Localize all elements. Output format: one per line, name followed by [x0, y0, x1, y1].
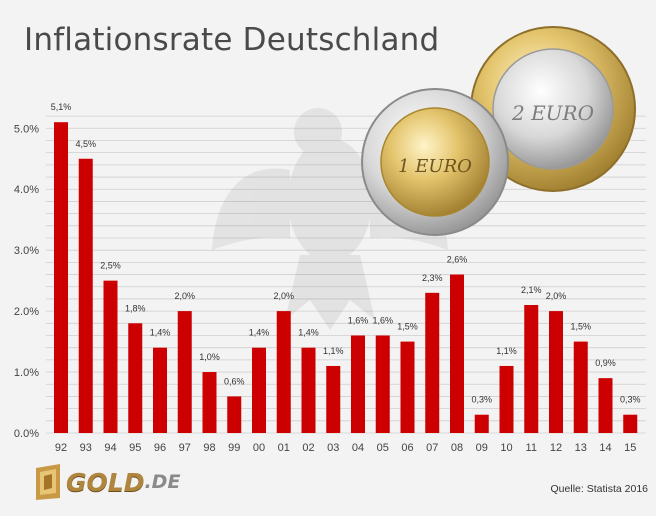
data-label: 2,5%: [100, 261, 121, 271]
data-label: 1,0%: [199, 352, 220, 362]
chart-title: Inflationsrate Deutschland: [24, 22, 440, 58]
one-euro-coin: 1 EURO: [361, 88, 509, 236]
x-tick-label: 93: [80, 442, 92, 454]
data-label: 2,0%: [174, 291, 195, 301]
bar: [375, 335, 390, 433]
data-label: 1,5%: [570, 322, 591, 332]
x-tick-label: 07: [426, 442, 438, 454]
bar: [128, 323, 143, 433]
y-tick-label: 1.0%: [14, 367, 39, 379]
x-tick-label: 14: [599, 442, 611, 454]
bar: [499, 365, 514, 433]
x-tick-label: 92: [55, 442, 67, 454]
bar: [351, 335, 365, 433]
bar: [524, 305, 539, 433]
x-tick-label: 13: [575, 442, 587, 454]
bar: [450, 274, 464, 433]
data-label: 1,1%: [496, 346, 517, 356]
x-tick-label: 09: [476, 442, 488, 454]
x-axis: 92 93 94 95 96 97 98 99 00 01 02 03 04 05 06 07 08 09 10 11…: [55, 442, 637, 454]
x-tick-label: 98: [203, 442, 215, 454]
data-label: 1,6%: [372, 315, 393, 325]
x-tick-label: 03: [327, 442, 339, 454]
data-label: 1,4%: [150, 328, 171, 338]
gold-de-logo[interactable]: GOLD .DE: [30, 462, 180, 502]
y-tick-label: 3.0%: [14, 245, 39, 257]
coin-2-label: 2 EURO: [511, 101, 594, 125]
x-tick-label: 05: [377, 442, 389, 454]
data-label: 1,6%: [348, 315, 369, 325]
bar: [103, 280, 118, 433]
data-labels: 5,1% 4,5% 2,5% 1,8% 1,4% 2,0% 1,0% 0,6% 1,4% 2,0%…: [51, 102, 641, 405]
x-tick-label: 02: [302, 442, 314, 454]
bar: [252, 347, 266, 433]
bar: [549, 311, 563, 433]
bar: [301, 347, 316, 433]
bar: [474, 414, 489, 433]
bar: [177, 311, 192, 433]
x-tick-label: 96: [154, 442, 166, 454]
logo-brand: GOLD: [66, 467, 145, 497]
bar: [227, 396, 242, 433]
source-note: Quelle: Statista 2016: [550, 483, 648, 495]
y-tick-label: 2.0%: [14, 306, 39, 318]
data-label: 2,0%: [546, 291, 567, 301]
x-tick-label: 08: [451, 442, 463, 454]
data-label: 1,5%: [397, 322, 418, 332]
y-tick-label: 0.0%: [14, 428, 39, 440]
data-label: 1,1%: [323, 346, 344, 356]
x-tick-label: 00: [253, 442, 265, 454]
data-label: 0,6%: [224, 376, 245, 386]
bar: [202, 372, 217, 433]
x-tick-label: 94: [104, 442, 116, 454]
x-tick-label: 10: [500, 442, 512, 454]
data-label: 1,4%: [249, 328, 270, 338]
x-tick-label: 12: [550, 442, 562, 454]
x-tick-label: 01: [278, 442, 290, 454]
x-tick-label: 15: [624, 442, 636, 454]
data-label: 1,8%: [125, 303, 146, 313]
two-euro-coin: 2 EURO: [470, 26, 636, 192]
x-tick-label: 04: [352, 442, 364, 454]
bar: [598, 378, 613, 433]
data-label: 1,4%: [298, 328, 319, 338]
bar: [425, 292, 440, 433]
bar: [400, 341, 415, 433]
gold-bar-icon: [36, 464, 60, 500]
x-tick-label: 11: [526, 442, 537, 454]
y-tick-label: 4.0%: [14, 184, 39, 196]
bar: [78, 158, 93, 434]
data-label: 2,1%: [521, 285, 542, 295]
data-label: 4,5%: [75, 139, 96, 149]
data-label: 2,0%: [273, 291, 294, 301]
bars: [54, 122, 638, 434]
data-label: 2,6%: [447, 255, 468, 265]
data-label: 5,1%: [51, 102, 72, 112]
logo-tld: .DE: [144, 471, 181, 493]
x-tick-label: 95: [129, 442, 141, 454]
data-label: 0,9%: [595, 358, 616, 368]
bar: [153, 347, 167, 433]
bar: [623, 414, 638, 433]
bar: [54, 122, 68, 433]
bar: [326, 365, 341, 433]
bar: [276, 311, 291, 433]
data-label: 0,3%: [471, 395, 492, 405]
coin-1-label: 1 EURO: [398, 156, 472, 177]
x-tick-label: 99: [228, 442, 240, 454]
data-label: 2,3%: [422, 273, 443, 283]
y-tick-label: 5.0%: [14, 123, 39, 135]
data-label: 0,3%: [620, 395, 641, 405]
x-tick-label: 97: [179, 442, 191, 454]
x-tick-label: 06: [401, 442, 413, 454]
bar: [573, 341, 588, 433]
y-axis: 0.0% 1.0% 2.0% 3.0% 4.0% 5.0%: [14, 123, 39, 440]
